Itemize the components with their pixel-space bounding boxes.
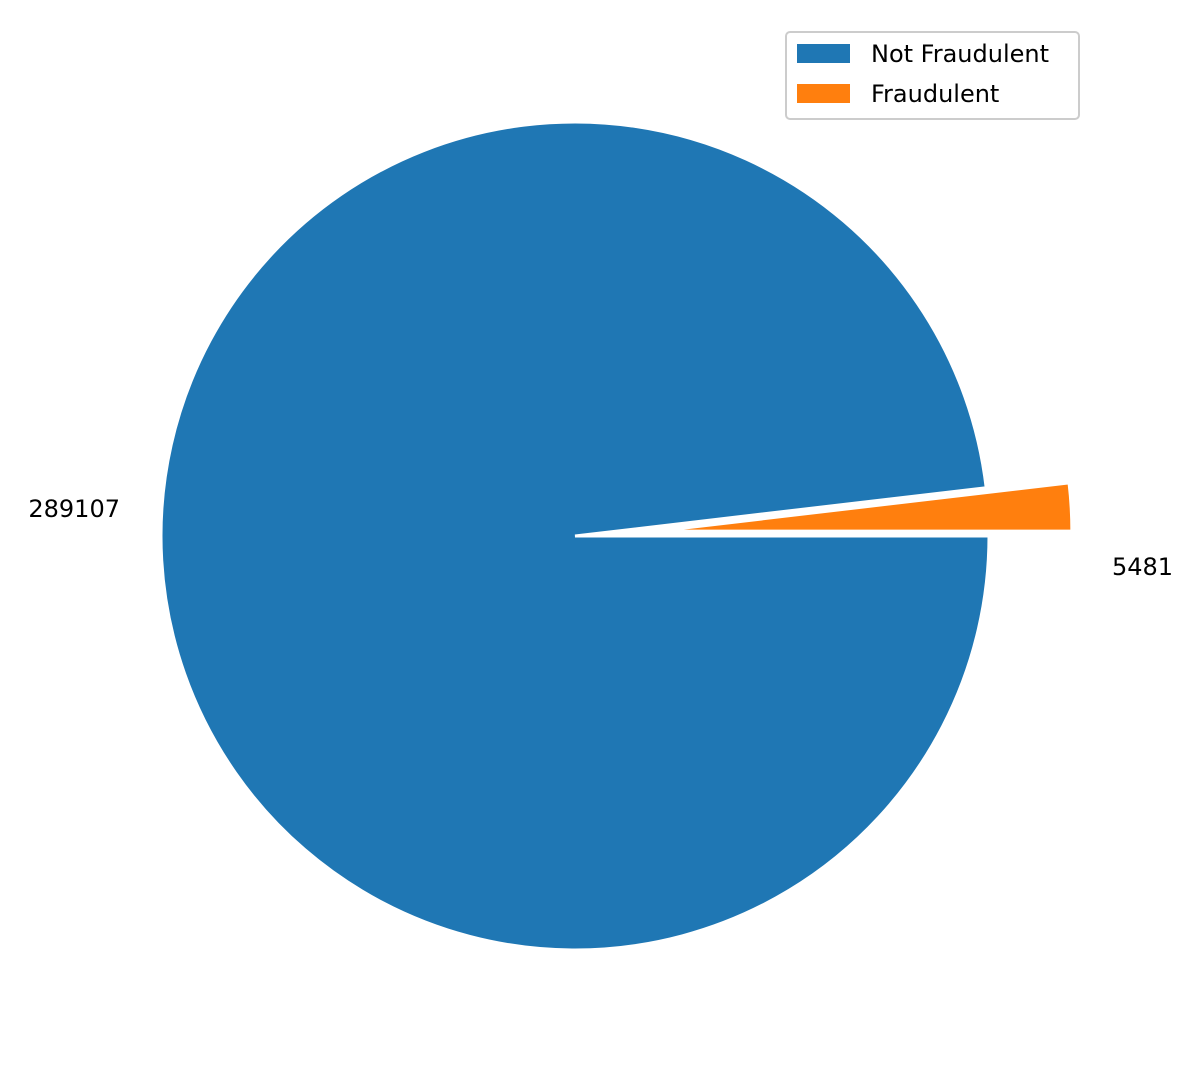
legend-swatch-not-fraudulent bbox=[797, 44, 850, 63]
pie-slice-not-fraudulent bbox=[159, 120, 991, 952]
pie-data-labels: 289107 5481 bbox=[28, 495, 1173, 581]
legend-frame bbox=[785, 31, 1080, 120]
pie-slices bbox=[159, 120, 1074, 952]
pie-slice-fraudulent bbox=[657, 481, 1074, 533]
chart-legend: Not Fraudulent Fraudulent bbox=[785, 31, 1080, 120]
legend-label-not-fraudulent: Not Fraudulent bbox=[871, 40, 1049, 68]
legend-swatch-fraudulent bbox=[797, 84, 850, 103]
data-label-fraudulent: 5481 bbox=[1112, 553, 1173, 581]
legend-label-fraudulent: Fraudulent bbox=[871, 80, 999, 108]
data-label-not-fraudulent: 289107 bbox=[28, 495, 120, 523]
